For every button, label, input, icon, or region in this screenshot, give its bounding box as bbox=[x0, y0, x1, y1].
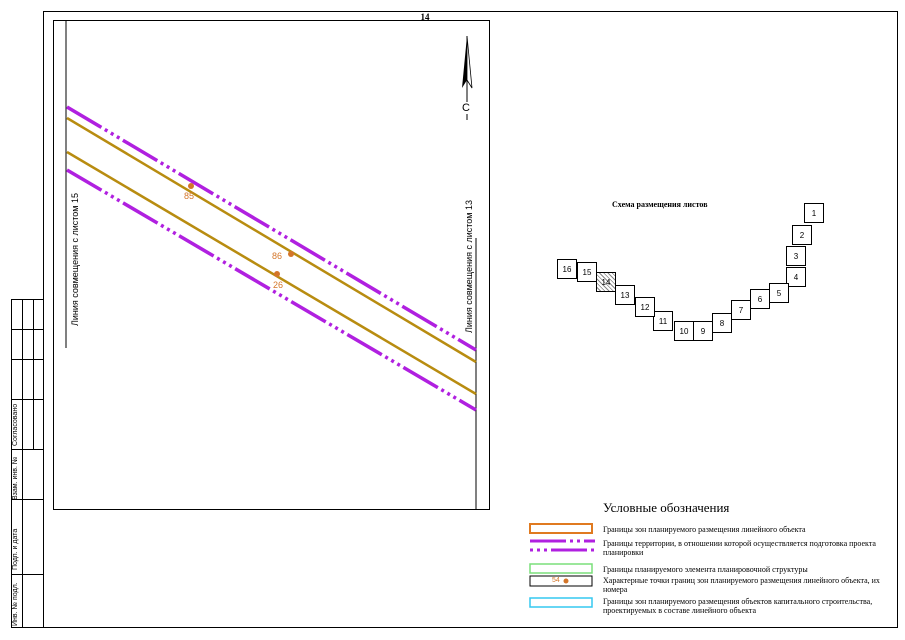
legend-swatch-territory bbox=[530, 539, 595, 552]
map-frame bbox=[53, 20, 490, 510]
scheme-tile-15: 15 bbox=[577, 262, 597, 282]
scheme-tile-4: 4 bbox=[786, 267, 806, 287]
legend-title: Условные обозначения bbox=[603, 500, 730, 515]
combine-label-right: Линия совмещения с листом 13 bbox=[464, 200, 474, 333]
territory-boundary-lower bbox=[66, 168, 477, 412]
legend-swatch-points bbox=[529, 575, 593, 587]
point-label-26: 26 bbox=[273, 280, 284, 290]
zone-boundary-upper bbox=[66, 116, 477, 364]
scheme-tile-16: 16 bbox=[557, 259, 577, 279]
scheme-tile-6: 6 bbox=[750, 289, 770, 309]
scheme-tile-1: 1 bbox=[804, 203, 824, 223]
combine-label-left: Линия совмещения с листом 15 bbox=[70, 193, 80, 326]
scheme-title: Схема размещения листов bbox=[612, 200, 708, 209]
point-label-85: 85 bbox=[184, 191, 195, 201]
scheme-tile-8: 8 bbox=[712, 313, 732, 333]
north-arrow-icon bbox=[462, 35, 473, 120]
scheme-tile-12: 12 bbox=[635, 297, 655, 317]
scheme-tile-2: 2 bbox=[792, 225, 812, 245]
legend-swatch-element bbox=[529, 563, 593, 574]
scheme-tile-14-current: 14 bbox=[596, 272, 616, 292]
legend-item-territory: Границы территории, в отношении которой … bbox=[603, 539, 876, 557]
legend-swatch-zone bbox=[529, 523, 593, 534]
scheme-tile-13: 13 bbox=[615, 285, 635, 305]
scheme-tile-9: 9 bbox=[693, 321, 713, 341]
legend-item-element: Границы планируемого элемента планировоч… bbox=[603, 565, 808, 574]
legend-item-zone: Границы зон планируемого размещения лине… bbox=[603, 525, 806, 534]
legend-item-capital: Границы зон планируемого размещения объе… bbox=[603, 597, 873, 615]
legend-item-points: Характерные точки границ зон планируемог… bbox=[603, 576, 880, 594]
stamp-column bbox=[11, 299, 44, 628]
north-label: С bbox=[462, 102, 470, 114]
scheme-tile-3: 3 bbox=[786, 246, 806, 266]
legend-swatch-capital bbox=[529, 597, 593, 608]
zone-boundary-lower bbox=[66, 150, 477, 396]
territory-boundary-upper bbox=[66, 105, 477, 352]
scheme-tile-5: 5 bbox=[769, 283, 789, 303]
scheme-tile-11: 11 bbox=[653, 311, 673, 331]
point-26 bbox=[274, 271, 280, 277]
point-85 bbox=[188, 183, 194, 189]
legend-point-sample: 54 bbox=[552, 577, 560, 584]
scheme-tile-10: 10 bbox=[674, 321, 694, 341]
sheet-number: 14 bbox=[420, 12, 430, 22]
stamp-grid bbox=[11, 299, 44, 628]
point-label-86: 86 bbox=[272, 251, 283, 261]
scheme-tile-7: 7 bbox=[731, 300, 751, 320]
point-86 bbox=[288, 251, 294, 257]
